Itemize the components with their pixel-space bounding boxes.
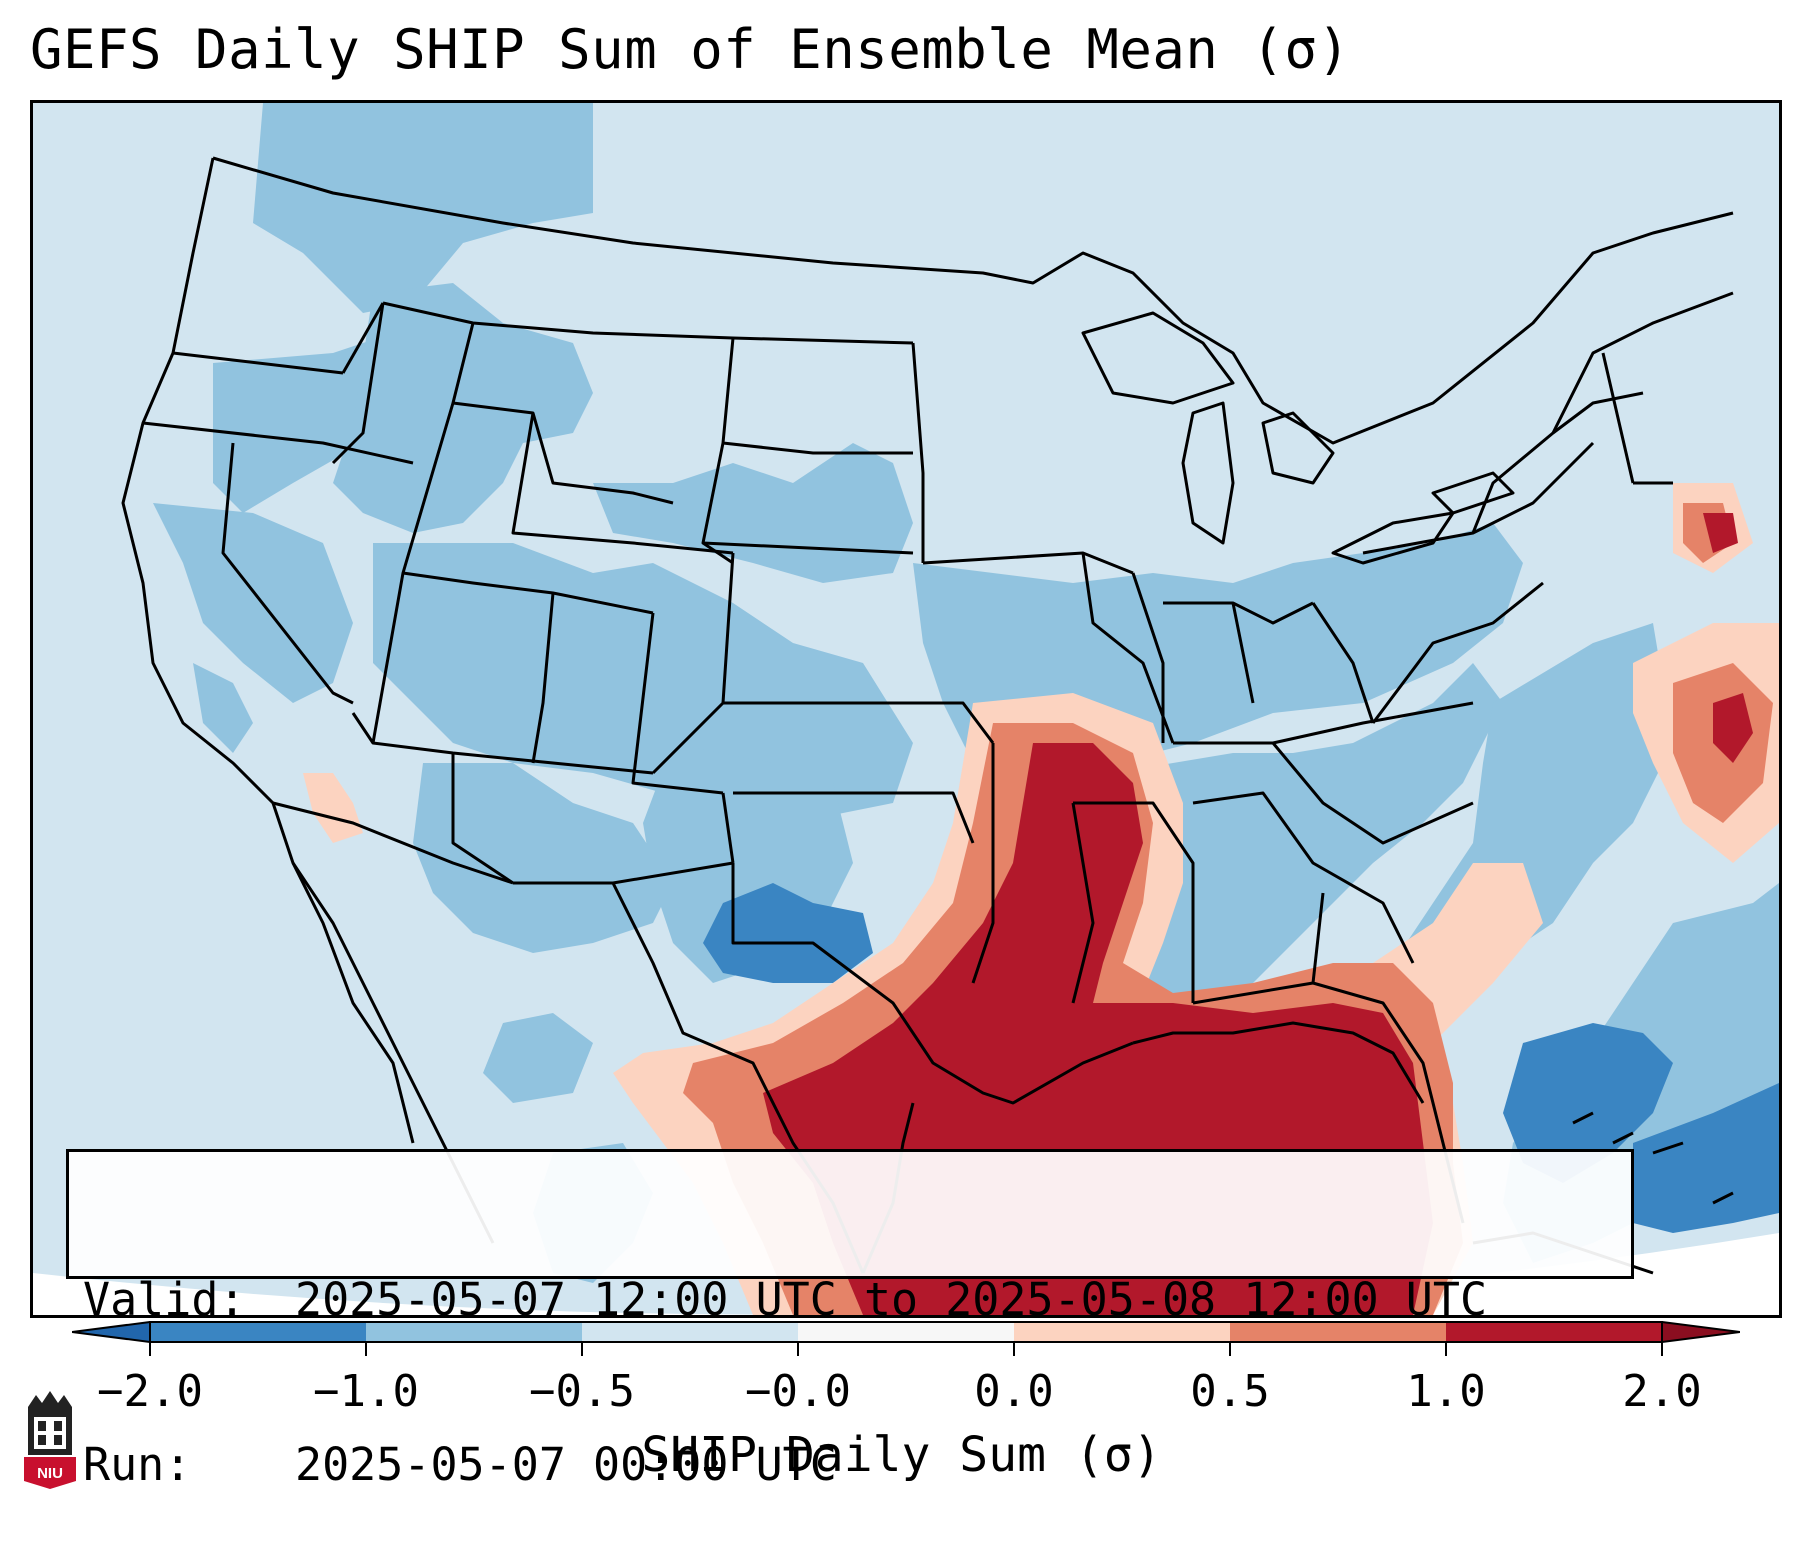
niu-logo-icon: NIU [24, 1391, 76, 1489]
colorbar-tick-mark [1661, 1342, 1663, 1356]
boundary-lines [121, 156, 1734, 1275]
colorbar-outline [149, 1321, 1663, 1343]
colorbar-tick-label: 2.0 [1622, 1366, 1702, 1417]
colorbar-segment [366, 1322, 583, 1342]
run-label: Run: [83, 1438, 192, 1491]
colorbar-over-triangle [1662, 1322, 1740, 1342]
colorbar-segment [1446, 1322, 1663, 1342]
colorbar-tick-label: −2.0 [97, 1366, 203, 1417]
valid-value: 2025-05-07 12:00 UTC to 2025-05-08 12:00… [295, 1273, 1488, 1326]
colorbar-segment [798, 1322, 1015, 1342]
colorbar-tick-label: 1.0 [1406, 1366, 1486, 1417]
colorbar-tick-mark [1229, 1342, 1231, 1356]
chart-title: GEFS Daily SHIP Sum of Ensemble Mean (σ) [30, 18, 1351, 81]
colorbar-tick-mark [1013, 1342, 1015, 1356]
colorbar-tick-label: −0.5 [529, 1366, 635, 1417]
colorbar-under-triangle [72, 1322, 150, 1342]
run-value: 2025-05-07 00:00 UTC [295, 1438, 837, 1491]
colorbar-tick-mark [365, 1342, 367, 1356]
colorbar-tick-label: −0.0 [745, 1366, 851, 1417]
map-canvas [33, 103, 1779, 1315]
colorbar-segment [582, 1322, 799, 1342]
valid-run-box: Valid: 2025-05-07 12:00 UTC to 2025-05-08… [66, 1149, 1634, 1491]
colorbar [72, 1321, 1740, 1343]
colorbar-tick-label: 0.5 [1190, 1366, 1270, 1417]
colorbar-label: SHIP Daily Sum (σ) [641, 1427, 1162, 1483]
run-row: Run: 2025-05-07 00:00 UTC [83, 1437, 1617, 1492]
colorbar-tick-label: −1.0 [313, 1366, 419, 1417]
colorbar-segment [1230, 1322, 1447, 1342]
logo-text: NIU [37, 1465, 63, 1482]
colorbar-segment [1014, 1322, 1231, 1342]
valid-row: Valid: 2025-05-07 12:00 UTC to 2025-05-08… [83, 1272, 1617, 1327]
colorbar-segment [150, 1322, 367, 1342]
colorbar-tick-label: 0.0 [974, 1366, 1054, 1417]
map-panel [30, 100, 1782, 1318]
colorbar-tick-mark [1445, 1342, 1447, 1356]
valid-label: Valid: [83, 1273, 246, 1326]
colorbar-tick-mark [797, 1342, 799, 1356]
colorbar-segments [150, 1322, 1663, 1342]
colorbar-tick-mark [581, 1342, 583, 1356]
colorbar-tick-mark [149, 1342, 151, 1356]
